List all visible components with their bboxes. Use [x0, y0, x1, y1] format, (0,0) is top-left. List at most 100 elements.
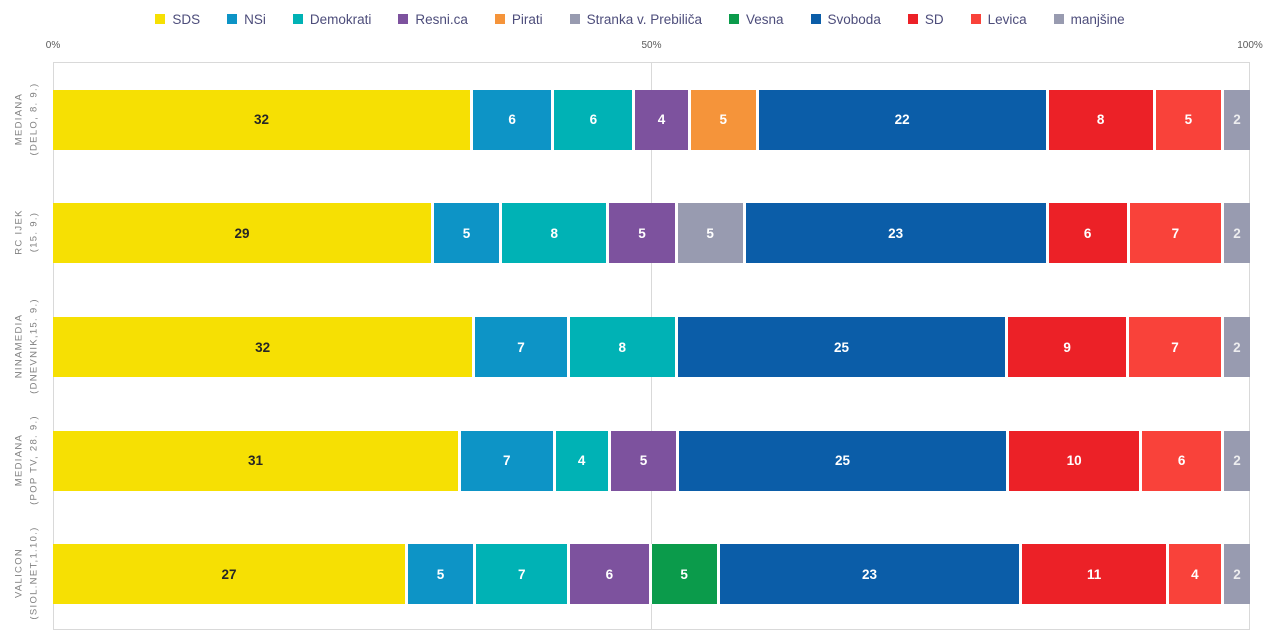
- bar-segment: 32: [53, 317, 476, 377]
- legend-label: Resni.ca: [415, 11, 468, 27]
- segment-value: 23: [862, 566, 878, 582]
- bar-segment: 7: [476, 544, 571, 605]
- legend-label: manjšine: [1070, 11, 1125, 27]
- row-label: MEDIANA (DELO, 8. 9.): [12, 82, 41, 155]
- segment-value: 6: [589, 112, 598, 128]
- segment-value: 25: [834, 453, 850, 469]
- bar-segment: 2: [1223, 430, 1251, 491]
- row-label-line2: (15. 9.): [28, 212, 39, 253]
- segment-value: 29: [234, 225, 250, 241]
- bar-segment: 25: [677, 317, 1009, 377]
- row-label: RC IJEK (15. 9.): [12, 210, 41, 256]
- segment-value: 6: [1083, 225, 1092, 241]
- row-label-line1: MEDIANA: [13, 92, 25, 145]
- segment-value: 25: [833, 339, 849, 355]
- bar-segment: 5: [690, 89, 759, 150]
- legend-item: Svoboda: [810, 12, 881, 27]
- bar-segment: 6: [570, 544, 652, 605]
- segment-value: 7: [517, 566, 526, 582]
- x-axis-tick-label: 50%: [641, 40, 662, 51]
- legend-swatch-icon: [1053, 14, 1064, 24]
- legend-label: Stranka v. Prebiliča: [586, 11, 702, 27]
- bar-segment: 10: [1008, 430, 1143, 491]
- row-label: NINAMEDIA (DNEVNIK,15. 9.): [12, 298, 41, 394]
- bar-segment: 29: [53, 203, 434, 264]
- bar-segment: 2: [1223, 89, 1251, 150]
- bar-segment: 32: [53, 89, 474, 150]
- segment-value: 8: [1096, 112, 1105, 128]
- bar-segment: 6: [554, 89, 636, 150]
- bar-segment: 7: [475, 317, 570, 377]
- x-axis-tick-label: 100%: [1237, 40, 1263, 51]
- legend-item: Pirati: [494, 11, 543, 27]
- segment-value: 6: [605, 566, 614, 582]
- legend-swatch-icon: [292, 14, 303, 24]
- segment-value: 2: [1233, 225, 1241, 241]
- segment-value: 5: [639, 453, 648, 469]
- bar-segment: 8: [1048, 89, 1156, 150]
- bar-row: 32 7 8 25 9 7 2: [53, 317, 1251, 377]
- legend-item: Demokrati: [292, 11, 372, 27]
- bar-segment: 23: [745, 203, 1049, 264]
- segment-value: 9: [1063, 339, 1071, 355]
- segment-value: 7: [503, 453, 511, 469]
- legend-swatch-icon: [227, 14, 238, 24]
- legend-label: Demokrati: [309, 11, 372, 27]
- segment-value: 5: [719, 112, 727, 128]
- bar-segment: 23: [719, 544, 1023, 605]
- bar-segment: 6: [1142, 430, 1224, 491]
- segment-value: 32: [254, 112, 270, 128]
- bar-segment: 7: [1129, 317, 1224, 377]
- bar-row: 27 5 7 6 5 23 11 4 2: [53, 544, 1251, 605]
- legend-label: Vesna: [745, 11, 784, 27]
- segment-value: 2: [1233, 566, 1241, 582]
- legend-label: Levica: [987, 11, 1027, 27]
- segment-value: 22: [894, 112, 910, 128]
- segment-value: 6: [508, 112, 516, 128]
- legend-swatch-icon: [494, 14, 505, 24]
- row-label-line2: (DELO, 8. 9.): [28, 82, 39, 156]
- row-label-line2: (POP TV, 28. 9.): [28, 414, 39, 505]
- bar-segment: 22: [758, 89, 1049, 150]
- row-label-line2: (SIOL.NET,1.10.): [28, 526, 39, 620]
- plot-area: 32 6 6 4 5 22 8 5 2 29 5 8 5 5 23 6 7 2 32 7 8 25 9 7 2 31 7 4 5 25 10…: [53, 62, 1251, 630]
- row-label-line2: (DNEVNIK,15. 9.): [28, 298, 39, 394]
- bar-segment: 5: [610, 430, 680, 491]
- bar-segment: 5: [407, 544, 477, 605]
- segment-value: 11: [1086, 566, 1102, 582]
- legend-item: NSi: [227, 12, 266, 27]
- legend-label: NSi: [244, 11, 266, 27]
- bar-row: 29 5 8 5 5 23 6 7 2: [53, 203, 1251, 264]
- legend-item: Resni.ca: [398, 12, 468, 27]
- bar-segment: 2: [1223, 203, 1251, 264]
- bar-row: 32 6 6 4 5 22 8 5 2: [53, 89, 1251, 150]
- segment-value: 5: [462, 225, 471, 241]
- segment-value: 27: [221, 566, 237, 582]
- bar-segment: 5: [651, 544, 720, 605]
- bar-segment: 2: [1223, 544, 1251, 605]
- segment-value: 2: [1233, 339, 1241, 355]
- bar-segment: 5: [609, 203, 678, 264]
- segment-value: 2: [1233, 112, 1241, 128]
- legend: SDS NSi Demokrati Resni.ca Pirati Stranka v. …: [0, 9, 1280, 29]
- bar-segment: 6: [1048, 203, 1130, 264]
- segment-value: 4: [1191, 566, 1199, 582]
- legend-item: Vesna: [728, 11, 784, 27]
- row-label: VALICON (SIOL.NET,1.10.): [12, 527, 41, 620]
- legend-label: Pirati: [511, 11, 543, 27]
- segment-value: 31: [248, 453, 264, 469]
- bar-segment: 7: [1129, 203, 1224, 264]
- segment-value: 10: [1066, 453, 1082, 469]
- segment-value: 6: [1177, 453, 1186, 469]
- row-label-line1: NINAMEDIA: [13, 313, 25, 379]
- bar-segment: 4: [1168, 544, 1224, 605]
- row-label: MEDIANA (POP TV, 28. 9.): [12, 415, 41, 505]
- segment-value: 4: [657, 112, 666, 128]
- legend-swatch-icon: [569, 14, 580, 24]
- segment-value: 23: [888, 225, 904, 241]
- bar-segment: 5: [677, 203, 746, 264]
- legend-item: SDS: [155, 12, 200, 27]
- bar-segment: 4: [635, 89, 691, 150]
- x-axis-tick-label: 0%: [45, 40, 61, 51]
